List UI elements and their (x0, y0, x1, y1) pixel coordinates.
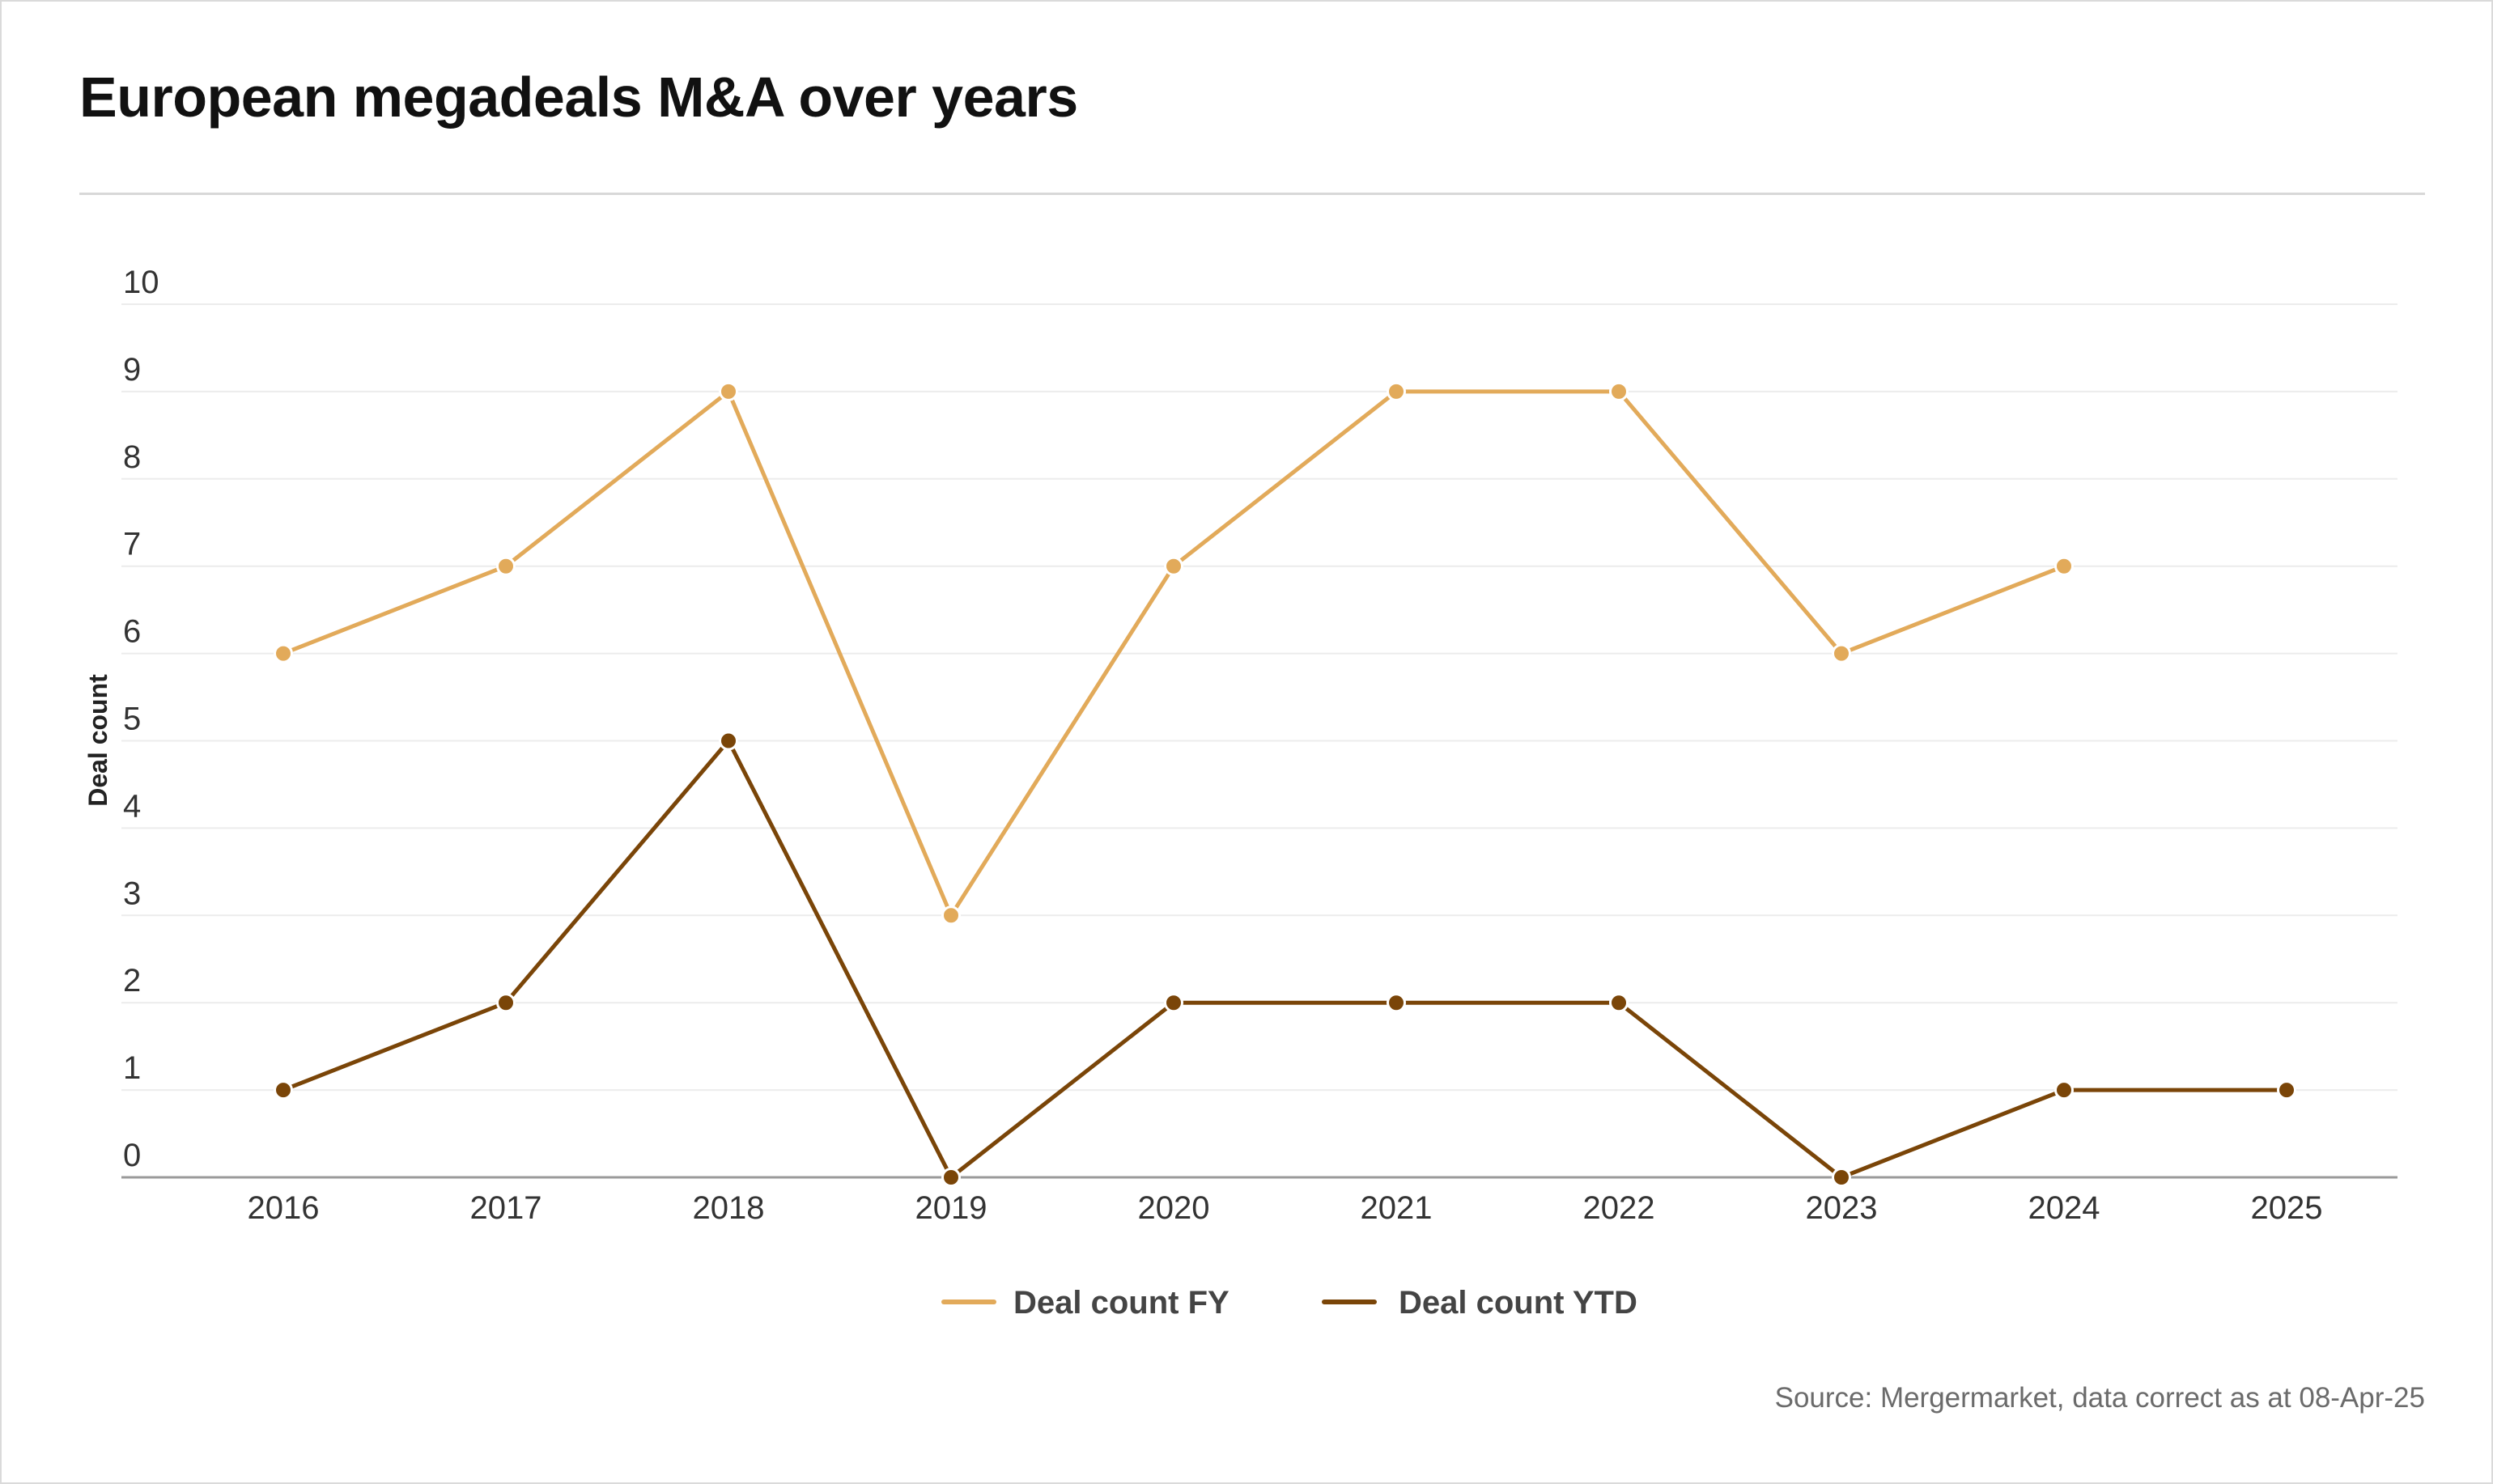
legend-item: Deal count YTD (1322, 1285, 1637, 1321)
y-tick-label: 10 (123, 265, 159, 300)
y-tick-label: 4 (123, 788, 141, 824)
data-point (2054, 1080, 2074, 1100)
data-point (274, 1080, 293, 1100)
y-tick-label: 8 (123, 439, 141, 475)
title-divider (79, 193, 2425, 195)
y-tick-label: 7 (123, 527, 141, 562)
legend: Deal count FY Deal count YTD (941, 1285, 1637, 1321)
axes: 0 1 2 3 4 5 6 7 8 9 10 2016 2017 2018 2019 2020 2021 2022… (83, 265, 2397, 1226)
data-point (274, 643, 293, 664)
y-tick-label: 0 (123, 1138, 141, 1173)
x-tick-label: 2016 (248, 1190, 320, 1226)
x-tick-label: 2018 (693, 1190, 765, 1226)
legend-label: Deal count YTD (1399, 1285, 1637, 1321)
source-note: Source: Mergermarket, data correct as at… (1774, 1382, 2425, 1414)
data-point (496, 993, 516, 1013)
x-tick-label: 2021 (1361, 1190, 1433, 1226)
x-tick-label: 2023 (1806, 1190, 1878, 1226)
y-tick-label: 5 (123, 702, 141, 737)
x-tick-label: 2024 (2028, 1190, 2100, 1226)
data-point (719, 381, 738, 401)
data-point (1609, 381, 1629, 401)
x-tick-label: 2020 (1138, 1190, 1210, 1226)
y-tick-label: 6 (123, 614, 141, 650)
chart-title: European megadeals M&A over years (79, 66, 1078, 129)
x-tick-label: 2025 (2251, 1190, 2323, 1226)
data-point (1387, 993, 1406, 1013)
y-tick-label: 3 (123, 876, 141, 911)
legend-item: Deal count FY (941, 1285, 1230, 1321)
data-point (2054, 556, 2074, 576)
x-tick-label: 2017 (470, 1190, 542, 1226)
data-point (2277, 1080, 2296, 1100)
data-point (1164, 556, 1183, 576)
y-axis-title: Deal count (83, 674, 113, 807)
y-tick-label: 9 (123, 352, 141, 388)
gridlines (121, 303, 2397, 1092)
series-line (281, 739, 2289, 1180)
data-point (1609, 993, 1629, 1013)
y-tick-label: 1 (123, 1050, 141, 1086)
data-point (1164, 993, 1183, 1013)
data-point (1387, 381, 1406, 401)
data-point (1832, 643, 1851, 664)
data-point (941, 1168, 961, 1187)
data-point (496, 556, 516, 576)
data-point (1832, 1168, 1851, 1187)
x-tick-label: 2022 (1583, 1190, 1655, 1226)
data-point (719, 731, 738, 751)
series-2 (274, 731, 2296, 1187)
series-lines (274, 381, 2296, 1187)
x-tick-label: 2019 (915, 1190, 987, 1226)
series-1 (274, 381, 2074, 926)
legend-label: Deal count FY (1013, 1285, 1230, 1321)
y-tick-label: 2 (123, 963, 141, 999)
data-point (941, 905, 961, 926)
